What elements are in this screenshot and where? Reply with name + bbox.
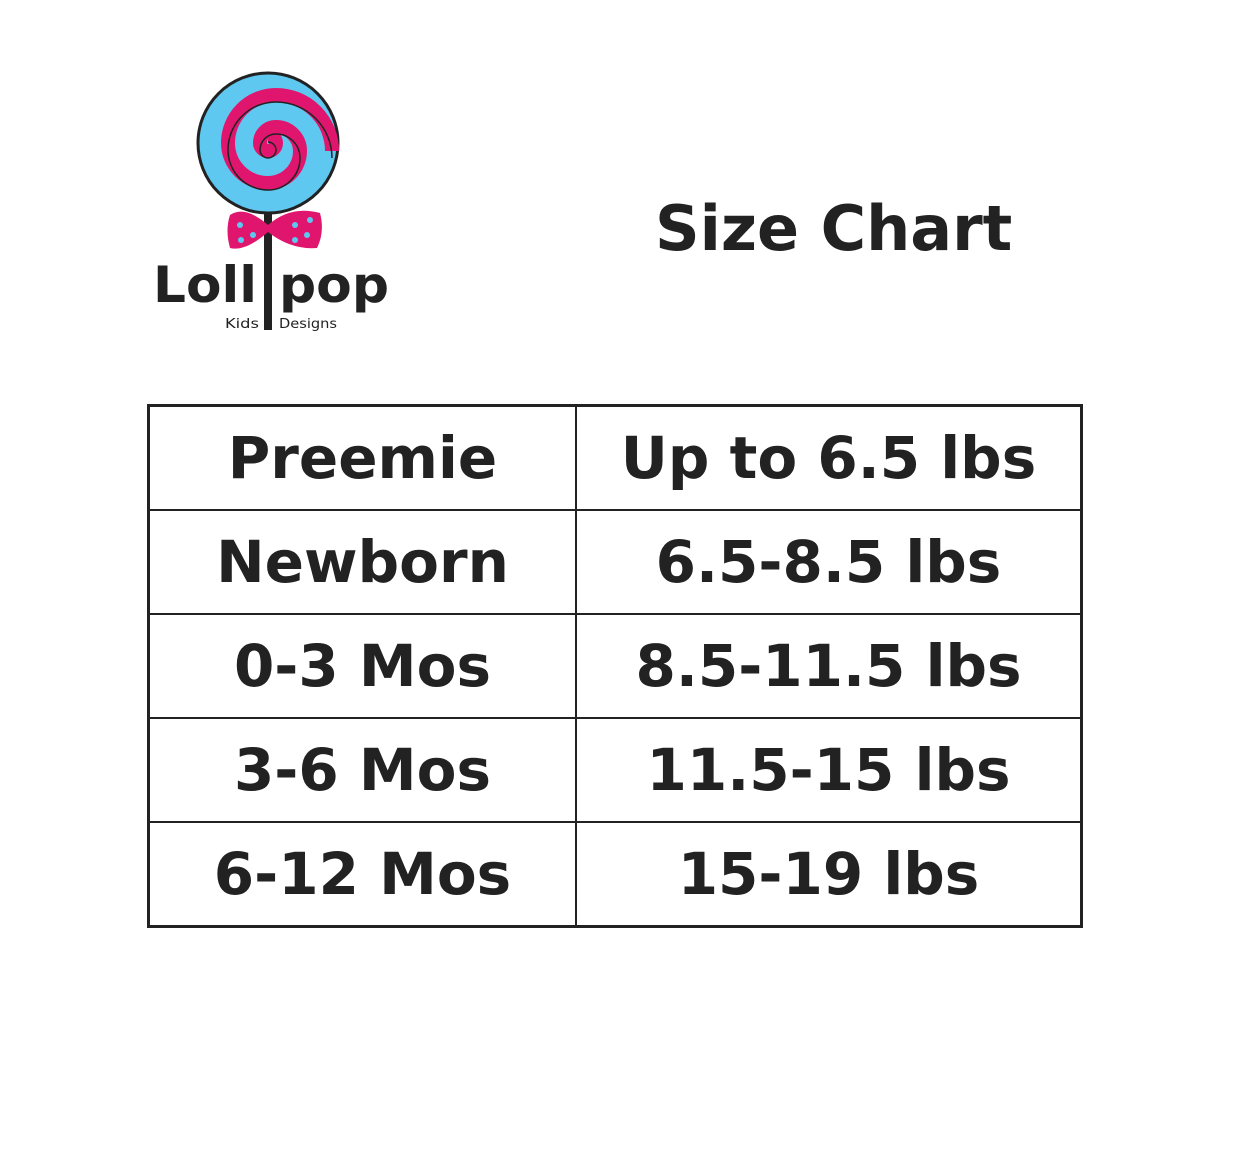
table-row: 3-6 Mos 11.5-15 lbs xyxy=(147,717,1083,823)
page-title: Size Chart xyxy=(655,192,1013,265)
svg-text:pop: pop xyxy=(279,256,389,314)
weight-cell: 15-19 lbs xyxy=(575,821,1083,928)
size-cell: 0-3 Mos xyxy=(147,613,577,719)
table-row: Preemie Up to 6.5 lbs xyxy=(147,404,1083,511)
table-row: 6-12 Mos 15-19 lbs xyxy=(147,821,1083,928)
weight-cell: 11.5-15 lbs xyxy=(575,717,1083,823)
size-cell: 6-12 Mos xyxy=(147,821,577,928)
svg-text:Kids: Kids xyxy=(225,317,259,332)
size-cell: Preemie xyxy=(147,404,577,511)
size-cell: 3-6 Mos xyxy=(147,717,577,823)
table-row: 0-3 Mos 8.5-11.5 lbs xyxy=(147,613,1083,719)
size-chart-table: Preemie Up to 6.5 lbs Newborn 6.5-8.5 lbs … xyxy=(147,404,1083,928)
svg-text:Designs: Designs xyxy=(279,317,337,332)
weight-cell: 6.5-8.5 lbs xyxy=(575,509,1083,615)
lollipop-logo: Loll pop Kids Designs xyxy=(145,70,425,340)
weight-cell: 8.5-11.5 lbs xyxy=(575,613,1083,719)
table-row: Newborn 6.5-8.5 lbs xyxy=(147,509,1083,615)
svg-text:Loll: Loll xyxy=(153,256,257,314)
weight-cell: Up to 6.5 lbs xyxy=(575,404,1083,511)
size-cell: Newborn xyxy=(147,509,577,615)
